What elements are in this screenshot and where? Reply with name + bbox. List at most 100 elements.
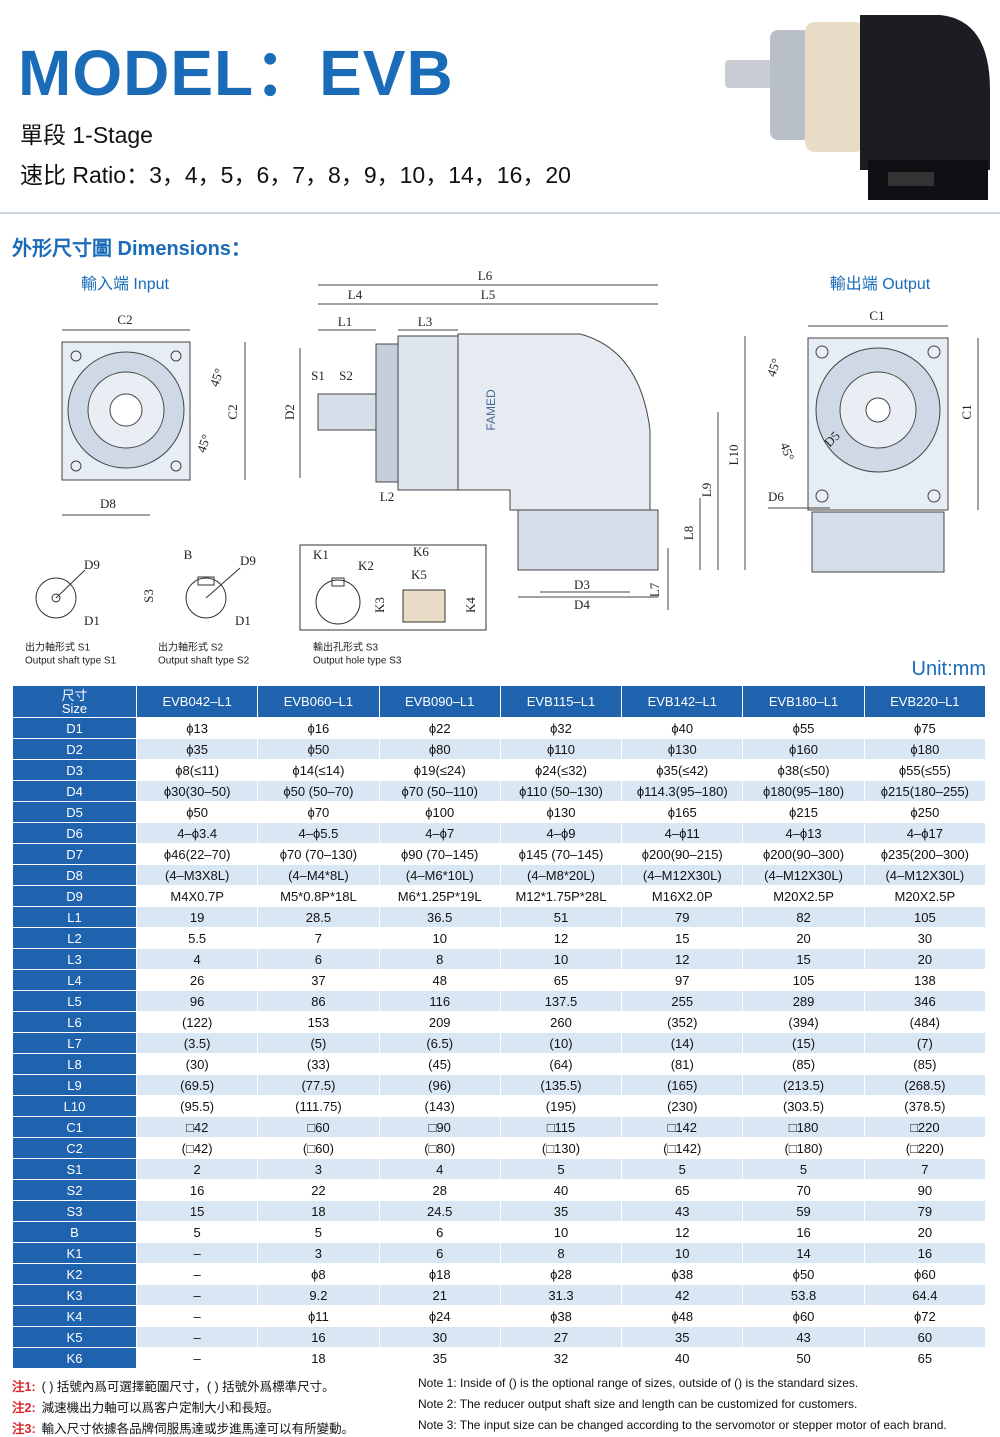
table-cell: (□42) <box>135 1137 259 1159</box>
table-cell: 37 <box>257 969 380 991</box>
table-cell: ϕ110 <box>499 738 623 760</box>
table-cell: 51 <box>499 906 623 928</box>
table-cell: 65 <box>863 1347 987 1369</box>
table-cell: 4–ϕ9 <box>499 822 623 844</box>
table-cell: (□60) <box>257 1137 380 1159</box>
row-label: L7 <box>12 1032 137 1054</box>
column-header: EVB060–L1 <box>257 685 380 718</box>
table-cell: 4–ϕ7 <box>378 822 501 844</box>
table-cell: □142 <box>621 1116 744 1138</box>
header-row: 尺寸 Size EVB042–L1 EVB060–L1 EVB090–L1 EVB115–… <box>12 685 987 718</box>
table-cell: 137.5 <box>499 990 623 1012</box>
table-cell: 10 <box>499 948 623 970</box>
table-cell: (111.75) <box>257 1095 380 1117</box>
table-row: D2 ϕ35 ϕ50 ϕ80 ϕ110 ϕ130 ϕ160 ϕ180 <box>12 738 987 760</box>
table-cell: (15) <box>742 1032 865 1054</box>
row-label: K4 <box>12 1305 137 1327</box>
table-cell: □180 <box>742 1116 865 1138</box>
table-row: S2 16 22 28 40 65 70 90 <box>12 1179 987 1201</box>
table-cell: (81) <box>621 1053 744 1075</box>
row-label: K3 <box>12 1284 137 1306</box>
table-row: K1–3 6 8 10 14 16 <box>12 1242 987 1264</box>
diagram-label: B <box>184 547 193 562</box>
table-cell: 8 <box>378 948 501 970</box>
row-label: K1 <box>12 1242 137 1264</box>
table-cell: 3 <box>257 1158 380 1180</box>
diagram-label: Output shaft type S2 <box>158 656 250 667</box>
table-cell: (303.5) <box>742 1095 865 1117</box>
diagram-label: D8 <box>100 496 116 511</box>
table-cell: 8 <box>499 1242 623 1264</box>
note-tag: 注1: <box>12 1380 36 1394</box>
column-header: EVB142–L1 <box>621 685 744 718</box>
table-cell: 4–ϕ5.5 <box>257 822 380 844</box>
column-header: EVB090–L1 <box>378 685 501 718</box>
table-cell: 18 <box>257 1347 380 1369</box>
table-cell: 4–ϕ13 <box>742 822 865 844</box>
row-label: L6 <box>12 1011 137 1033</box>
table-row: L2 5.5 7 10 12 15 20 30 <box>12 927 987 949</box>
table-cell: ϕ160 <box>742 738 865 760</box>
table-row: L7 (3.5) (5) (6.5) (10) (14) (15) (7) <box>12 1032 987 1054</box>
table-cell: ϕ114.3(95–180) <box>621 780 744 802</box>
table-cell: ϕ40 <box>621 717 744 739</box>
diagram-label: 45° <box>193 432 213 454</box>
table-cell: ϕ145 (70–145) <box>499 843 623 865</box>
table-cell: ϕ55 <box>742 717 865 739</box>
table-cell: ϕ18 <box>378 1263 501 1285</box>
table-cell: ϕ50 (50–70) <box>257 780 380 802</box>
table-cell: 5 <box>499 1158 623 1180</box>
table-cell: 5 <box>621 1158 744 1180</box>
row-label: S1 <box>12 1158 137 1180</box>
note-en: Note 3: The input size can be changed ac… <box>418 1418 947 1432</box>
table-cell: 346 <box>863 990 987 1012</box>
table-cell: 5 <box>135 1221 259 1243</box>
table-cell: ϕ13 <box>135 717 259 739</box>
diagram-label: 輸入端 Input <box>81 275 170 293</box>
table-cell: ϕ50 <box>257 738 380 760</box>
column-header: EVB115–L1 <box>499 685 623 718</box>
table-cell: 22 <box>257 1179 380 1201</box>
diagram-label: 45° <box>777 440 797 462</box>
table-cell: 10 <box>621 1242 744 1264</box>
unit: Unit:mm <box>911 658 986 680</box>
table-cell: 6 <box>257 948 380 970</box>
table-cell: M20X2.5P <box>863 885 987 907</box>
row-label: D4 <box>12 780 137 802</box>
diagram-label: Output shaft type S1 <box>25 656 117 667</box>
row-label: K5 <box>12 1326 137 1348</box>
table-cell: 6 <box>378 1242 501 1264</box>
table-cell: ϕ8(≤11) <box>135 759 259 781</box>
table-cell: 43 <box>621 1200 744 1222</box>
table-row: L1 19 28.5 36.5 51 79 82 105 <box>12 906 987 928</box>
table-cell: 4 <box>378 1158 501 1180</box>
table-cell: (4–M3X8L) <box>135 864 259 886</box>
table-row: L6 (122) 153 209 260 (352) (394) (484) <box>12 1011 987 1033</box>
diagram-label: 輸出孔形式 S3 <box>313 641 378 654</box>
table-cell: 12 <box>621 1221 744 1243</box>
row-label: C2 <box>12 1137 137 1159</box>
table-cell: 20 <box>863 948 987 970</box>
table-cell: (378.5) <box>863 1095 987 1117</box>
table-cell: (3.5) <box>135 1032 259 1054</box>
spec-table: 尺寸 Size EVB042–L1 EVB060–L1 EVB090–L1 EVB115–… <box>12 685 987 1369</box>
table-cell: ϕ55(≤55) <box>863 759 987 781</box>
table-cell: 64.4 <box>863 1284 987 1306</box>
table-cell: 20 <box>742 927 865 949</box>
table-cell: 7 <box>257 927 380 949</box>
table-cell: ϕ250 <box>863 801 987 823</box>
table-cell: ϕ110 (50–130) <box>499 780 623 802</box>
table-cell: M12*1.75P*28L <box>499 885 623 907</box>
table-row: D5 ϕ50 ϕ70 ϕ100 ϕ130 ϕ165 ϕ215 ϕ250 <box>12 801 987 823</box>
table-row: D1 ϕ13 ϕ16 ϕ22 ϕ32 ϕ40 ϕ55 ϕ75 <box>12 717 987 739</box>
table-cell: (195) <box>499 1095 623 1117</box>
table-cell: 15 <box>742 948 865 970</box>
table-cell: 27 <box>499 1326 623 1348</box>
note-text: ( ) 括號內爲可選擇範圍尺寸，( ) 括號外爲標準尺寸。 <box>41 1380 335 1394</box>
table-cell: ϕ50 <box>135 801 259 823</box>
table-cell: 209 <box>378 1011 501 1033</box>
row-label: S2 <box>12 1179 137 1201</box>
table-cell: 30 <box>863 927 987 949</box>
ratio: 速比 Ratio：3，4，5，6，7，8，9，10，14，16，20 <box>20 162 571 188</box>
